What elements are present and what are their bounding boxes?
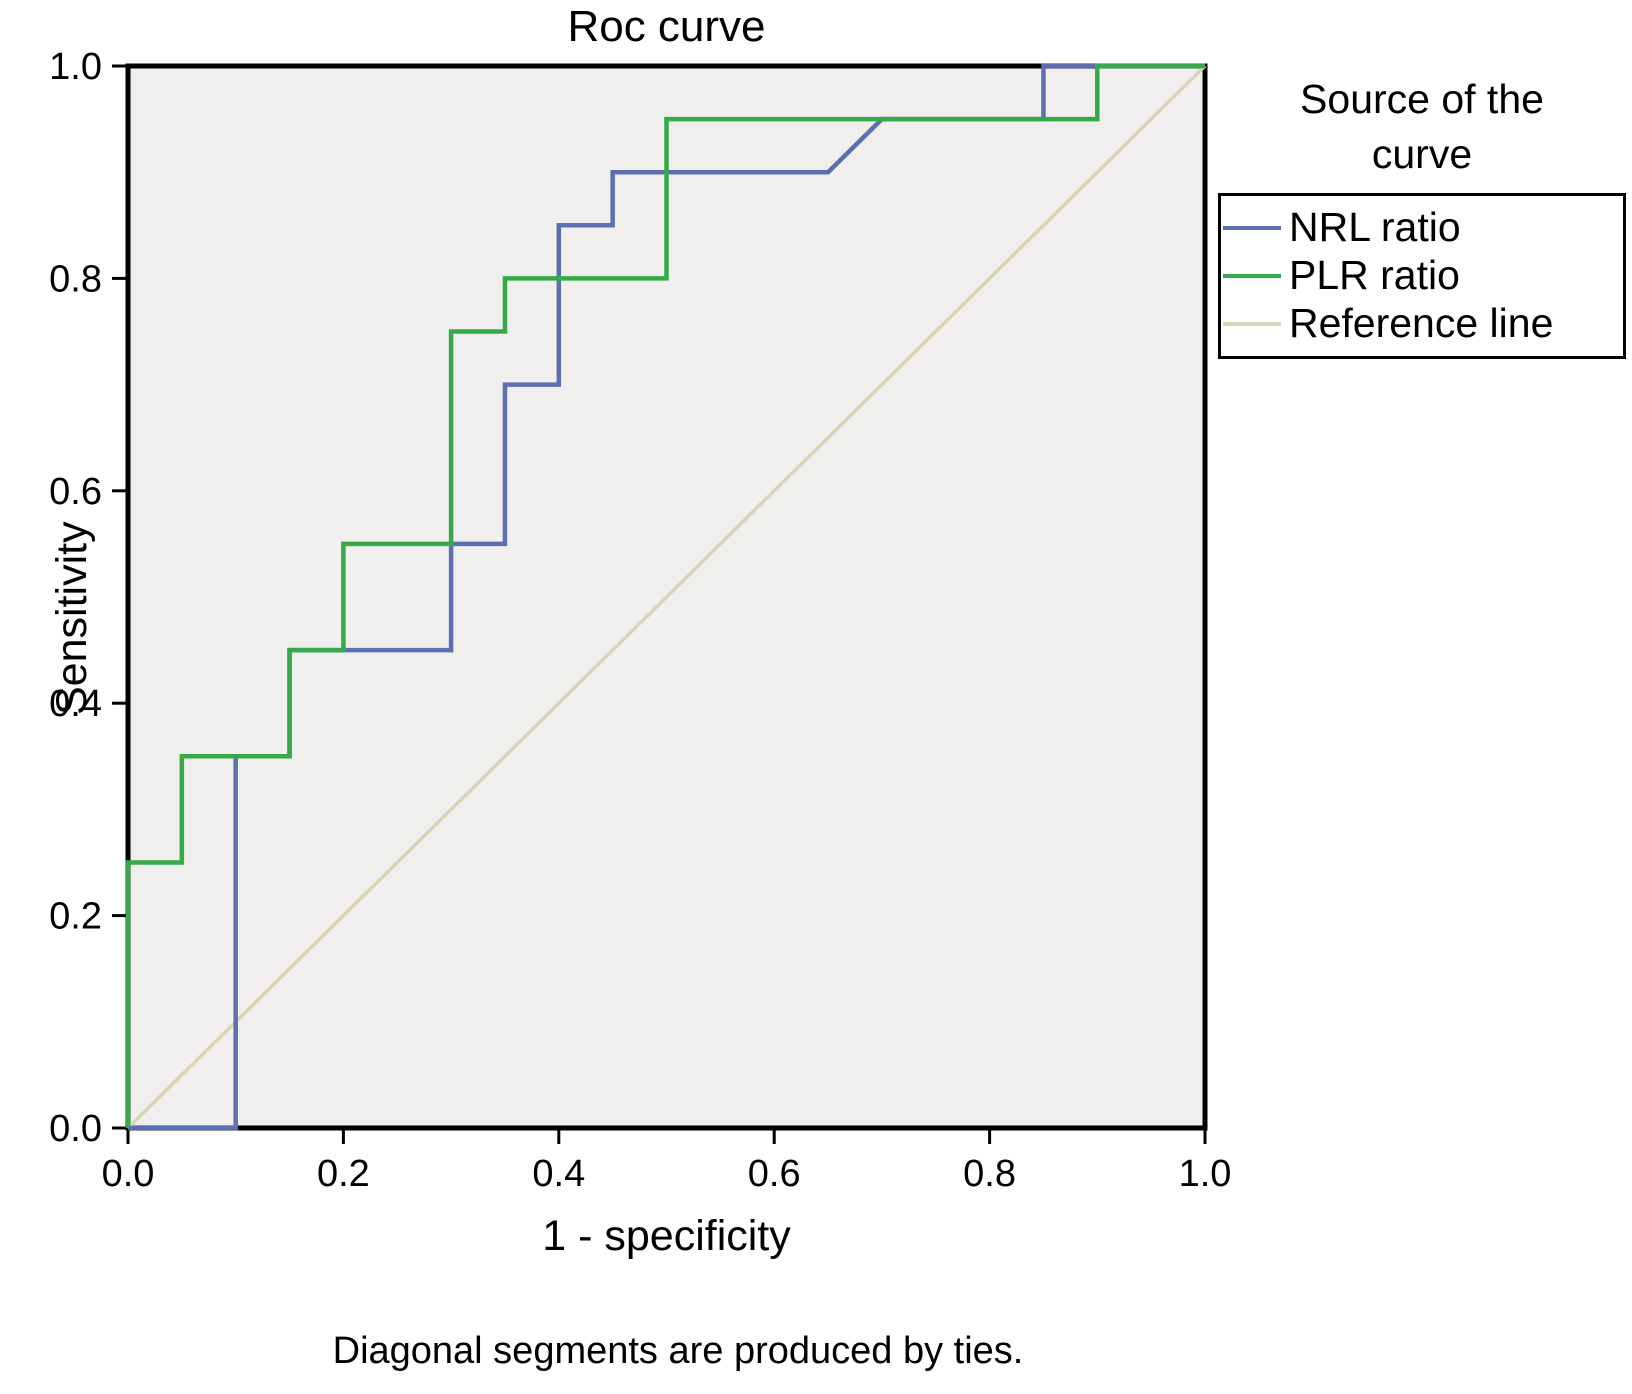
reference-line-swatch-icon [1223,321,1281,326]
x-tick-label: 1.0 [1179,1153,1232,1195]
x-tick-label: 0.6 [748,1153,801,1195]
legend-label-nrl: NRL ratio [1289,204,1461,251]
y-tick-label: 0.6 [49,471,102,513]
legend: Source of the curve NRL ratio PLR ratio … [1218,72,1626,359]
legend-box: NRL ratio PLR ratio Reference line [1218,192,1626,359]
legend-label-plr: PLR ratio [1289,252,1460,299]
y-tick-label: 0.4 [49,683,102,725]
plot-frame [125,63,1208,1131]
legend-title: Source of the curve [1300,76,1544,178]
y-axis-label: Sensitivity [48,521,96,715]
plr-line-swatch-icon [1223,273,1281,278]
x-axis-label: 1 - specificity [542,1212,791,1260]
y-tick-label: 1.0 [49,46,102,88]
y-tick-label: 0.2 [49,896,102,938]
legend-item-reference: Reference line [1223,300,1617,348]
y-tick-label: 0.0 [49,1108,102,1150]
legend-item-nrl: NRL ratio [1223,204,1617,252]
chart-title: Roc curve [567,2,766,51]
footnote: Diagonal segments are produced by ties. [332,1330,1024,1372]
legend-label-reference: Reference line [1289,300,1554,347]
x-tick-label: 0.4 [532,1153,585,1195]
nrl-line-swatch-icon [1223,225,1281,230]
y-tick-label: 0.8 [49,258,102,300]
x-tick-label: 0.8 [963,1153,1016,1195]
roc-curve-plr [125,63,1205,1128]
x-tick-label: 0.0 [102,1153,155,1195]
legend-item-plr: PLR ratio [1223,252,1617,300]
reference-line [126,64,1207,1130]
x-tick-label: 0.2 [317,1153,370,1195]
